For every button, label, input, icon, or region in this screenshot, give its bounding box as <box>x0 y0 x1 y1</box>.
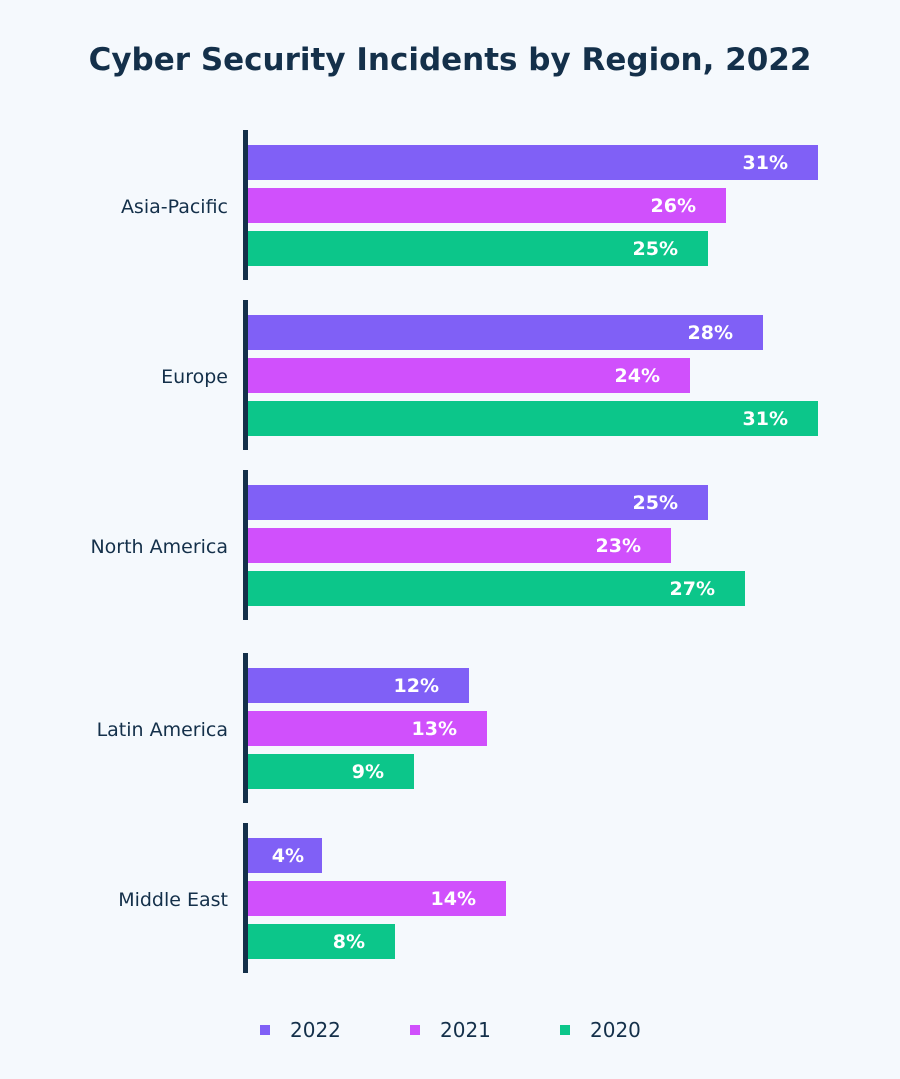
data-label: 31% <box>742 151 788 174</box>
data-label: 4% <box>271 844 304 867</box>
data-label: 23% <box>595 534 641 557</box>
legend-swatch <box>410 1025 420 1035</box>
bar-2020: 31% <box>248 401 818 436</box>
legend-label: 2020 <box>590 1018 641 1042</box>
legend-item-2021: 2021 <box>410 1018 491 1042</box>
data-label: 27% <box>669 577 715 600</box>
bar-2020: 25% <box>248 231 708 266</box>
data-label: 9% <box>351 760 384 783</box>
category-label: North America <box>90 536 228 558</box>
bar-2022: 4% <box>248 838 322 873</box>
bar-2021: 23% <box>248 528 671 563</box>
bar-2022: 25% <box>248 485 708 520</box>
axis-line <box>243 653 248 803</box>
axis-line <box>243 823 248 973</box>
bar-2020: 27% <box>248 571 745 606</box>
axis-line <box>243 130 248 280</box>
data-label: 12% <box>393 674 439 697</box>
bar-2020: 9% <box>248 754 414 789</box>
data-label: 25% <box>632 237 678 260</box>
bar-2022: 12% <box>248 668 469 703</box>
category-label: Middle East <box>118 889 228 911</box>
category-label: Asia-Pacific <box>120 196 228 218</box>
category-label: Latin America <box>96 719 228 741</box>
data-label: 31% <box>742 407 788 430</box>
legend-item-2022: 2022 <box>260 1018 341 1042</box>
bar-2021: 14% <box>248 881 506 916</box>
legend-label: 2021 <box>440 1018 491 1042</box>
legend-label: 2022 <box>290 1018 341 1042</box>
category-label: Europe <box>161 366 228 388</box>
data-label: 25% <box>632 491 678 514</box>
bar-2020: 8% <box>248 924 395 959</box>
bar-2022: 31% <box>248 145 818 180</box>
bar-2022: 28% <box>248 315 763 350</box>
legend-item-2020: 2020 <box>560 1018 641 1042</box>
bar-2021: 26% <box>248 188 726 223</box>
data-label: 8% <box>332 930 365 953</box>
data-label: 24% <box>614 364 660 387</box>
axis-line <box>243 470 248 620</box>
data-label: 26% <box>650 194 696 217</box>
legend-swatch <box>260 1025 270 1035</box>
bar-2021: 24% <box>248 358 690 393</box>
chart-title: Cyber Security Incidents by Region, 2022 <box>88 42 812 78</box>
bar-2021: 13% <box>248 711 487 746</box>
data-label: 28% <box>687 321 733 344</box>
legend-swatch <box>560 1025 570 1035</box>
data-label: 13% <box>411 717 457 740</box>
axis-line <box>243 300 248 450</box>
data-label: 14% <box>430 887 476 910</box>
